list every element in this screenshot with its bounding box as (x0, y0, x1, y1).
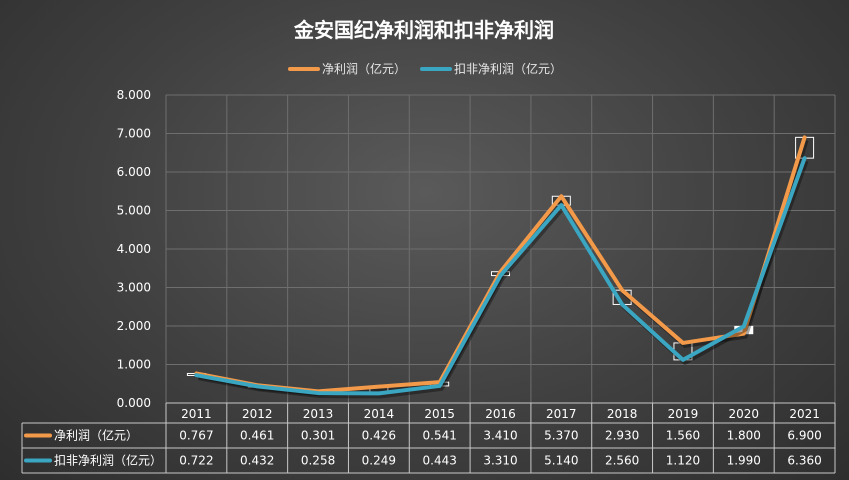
y-tick-label: 6.000 (117, 165, 151, 179)
data-label: 5.140 (544, 454, 578, 468)
data-label: 0.541 (423, 429, 457, 443)
y-tick-label: 7.000 (117, 127, 151, 141)
data-label: 1.560 (666, 429, 700, 443)
data-table: 2011 2012 2013 2014 2015 2016 2017 2018 2019 2020… (21, 402, 836, 474)
x-tick-label: 2017 (546, 407, 577, 421)
x-tick-label: 2014 (364, 407, 395, 421)
y-tick-label: 4.000 (117, 242, 151, 256)
data-label: 0.443 (423, 454, 457, 468)
y-tick-label: 3.000 (117, 281, 151, 295)
series-shadow-2 (198, 160, 809, 399)
data-point (802, 156, 807, 160)
y-tick-label: 1.000 (117, 358, 151, 372)
x-tick-label: 2011 (181, 407, 212, 421)
x-tick-label: 2013 (303, 407, 334, 421)
data-point (194, 373, 199, 377)
data-point (377, 384, 381, 389)
data-point (620, 288, 624, 292)
legend-label-1: 净利润（亿元） (322, 61, 406, 76)
data-point (498, 273, 503, 278)
data-label: 1.990 (727, 454, 761, 468)
data-label: 0.767 (179, 429, 213, 443)
y-tick-label: 0.000 (117, 396, 151, 410)
series-lines (194, 135, 809, 399)
x-tick-label: 2019 (668, 407, 699, 421)
x-tick-label: 2021 (789, 407, 820, 421)
change-markers (186, 136, 815, 394)
data-label: 1.120 (666, 454, 700, 468)
data-label: 3.410 (483, 429, 517, 443)
x-tick-label: 2016 (485, 407, 516, 421)
data-label: 6.360 (787, 454, 821, 468)
data-point (681, 358, 685, 362)
data-label: 5.370 (544, 429, 578, 443)
data-point (255, 384, 259, 388)
x-tick-label: 2012 (242, 407, 273, 421)
legend-label-2: 扣非净利润（亿元） (454, 61, 562, 76)
data-label: 0.722 (179, 454, 213, 468)
data-label: 0.258 (301, 454, 335, 468)
data-point (742, 324, 746, 328)
legend: 净利润（亿元） 扣非净利润（亿元） (288, 61, 562, 76)
data-label: 3.310 (483, 454, 517, 468)
y-tick-label: 8.000 (117, 88, 151, 102)
y-tick-label: 5.000 (117, 204, 151, 218)
data-point (316, 391, 320, 395)
gridlines (165, 94, 836, 404)
data-label: 2.560 (605, 454, 639, 468)
data-point (742, 332, 746, 336)
x-tick-label: 2020 (728, 407, 759, 421)
data-point (620, 302, 624, 307)
data-label: 2.930 (605, 429, 639, 443)
data-point (681, 341, 685, 345)
x-tick-label: 2018 (607, 407, 638, 421)
data-label: 0.249 (362, 454, 396, 468)
data-point (802, 135, 807, 139)
chart-title: 金安国纪净利润和扣非净利润 (293, 18, 554, 42)
data-point (438, 384, 442, 388)
y-tick-label: 2.000 (117, 319, 151, 333)
data-point (377, 391, 381, 396)
data-label: 0.461 (240, 429, 274, 443)
data-point (559, 203, 563, 207)
data-label: 0.432 (240, 454, 274, 468)
data-label: 1.800 (727, 429, 761, 443)
x-tick-label: 2015 (424, 407, 455, 421)
y-axis: 0.000 1.000 2.000 3.000 4.000 5.000 6.000 7.000… (117, 88, 151, 410)
table-row-label-2: 扣非净利润（亿元） (54, 453, 162, 468)
data-label: 6.900 (787, 429, 821, 443)
table-row-label-1: 净利润（亿元） (54, 428, 138, 443)
data-label: 0.301 (301, 429, 335, 443)
data-point (559, 194, 563, 198)
data-label: 0.426 (362, 429, 396, 443)
